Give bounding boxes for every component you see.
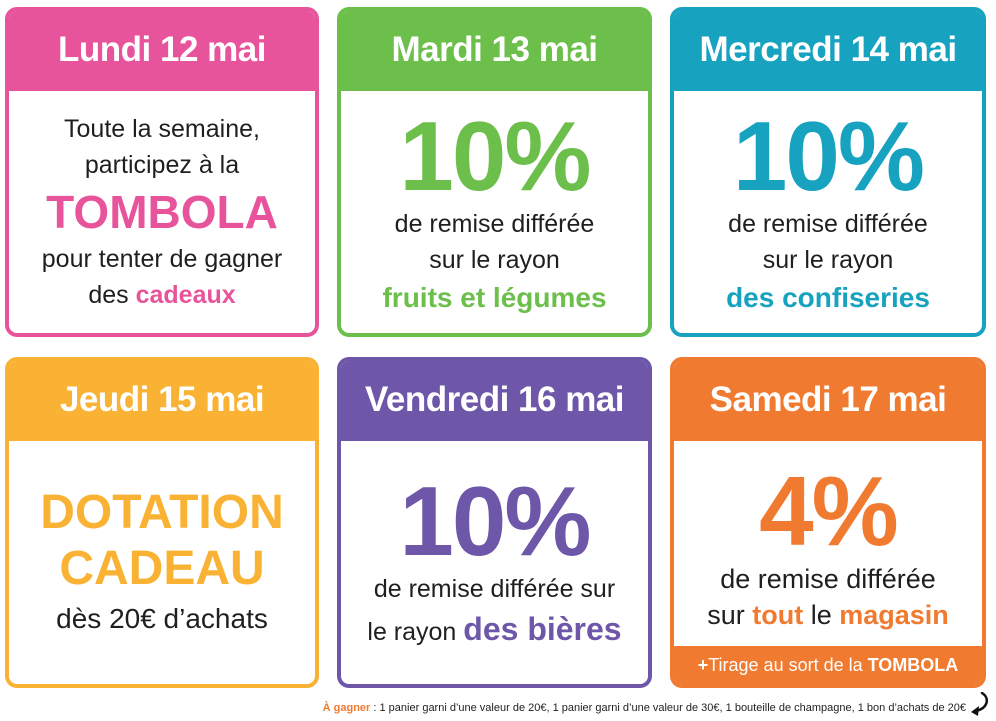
- plus-icon: +: [697, 655, 709, 675]
- discount-percent: 10%: [732, 101, 925, 211]
- text-line: de remise différée: [728, 210, 928, 238]
- department-accent: des bières: [463, 611, 622, 647]
- footnote-text: : 1 panier garni d’une valeur de 20€, 1 …: [370, 702, 966, 714]
- text-line: le rayon des bières: [367, 607, 621, 654]
- text-line: de remise différée: [720, 563, 936, 594]
- text-line: sur le rayon: [762, 246, 894, 274]
- card-header: Samedi 17 mai: [674, 361, 982, 441]
- text-mid: le: [803, 599, 840, 630]
- discount-percent: 4%: [759, 455, 899, 566]
- cadeaux-accent: cadeaux: [135, 281, 236, 309]
- text-line: Toute la semaine,: [64, 115, 260, 143]
- text-line: sur le rayon: [429, 246, 560, 274]
- card-jeudi: Jeudi 15 mai DOTATION CADEAU dès 20€ d’a…: [5, 357, 319, 688]
- card-header: Jeudi 15 mai: [9, 361, 315, 441]
- card-body: 10% de remise différée sur le rayon des …: [341, 441, 648, 684]
- text-prefix: des: [88, 281, 136, 309]
- tout-accent: tout: [752, 599, 804, 630]
- tombola-highlight: TOMBOLA: [46, 186, 278, 238]
- department-accent: des confiseries: [726, 282, 930, 313]
- text-line: participez à la: [84, 151, 240, 179]
- footer-bold: TOMBOLA: [867, 655, 959, 675]
- text-line: pour tenter de gagner: [41, 245, 283, 273]
- text-line: des cadeaux: [88, 277, 235, 313]
- card-body: 4% de remise différée sur tout le magasi…: [674, 441, 982, 646]
- text-line: de remise différée sur: [373, 575, 616, 603]
- magasin-accent: magasin: [839, 599, 949, 630]
- card-header: Lundi 12 mai: [9, 11, 315, 91]
- department-accent: fruits et légumes: [382, 282, 607, 313]
- card-mardi: Mardi 13 mai 10% de remise différée sur …: [337, 7, 652, 337]
- card-body: 10% de remise différée sur le rayon des …: [674, 91, 982, 333]
- card-body: 10% de remise différée sur le rayon frui…: [341, 91, 648, 333]
- footer-text: Tirage au sort de la: [708, 655, 868, 675]
- card-body: DOTATION CADEAU dès 20€ d’achats: [9, 441, 315, 684]
- card-body: Toute la semaine, participez à la TOMBOL…: [9, 91, 315, 333]
- card-vendredi: Vendredi 16 mai 10% de remise différée s…: [337, 357, 652, 688]
- text-prefix: sur: [707, 599, 753, 630]
- card-header: Mardi 13 mai: [341, 11, 648, 91]
- text-prefix: le rayon: [367, 618, 464, 646]
- discount-percent: 10%: [399, 101, 591, 211]
- tombola-footer: +Tirage au sort de la TOMBOLA: [674, 646, 982, 684]
- text-line: dès 20€ d’achats: [56, 602, 268, 634]
- cadeau-highlight: CADEAU: [59, 541, 265, 595]
- card-header: Vendredi 16 mai: [341, 361, 648, 441]
- text-line: de remise différée: [394, 210, 595, 238]
- card-samedi: Samedi 17 mai 4% de remise différée sur …: [670, 357, 986, 688]
- card-header: Mercredi 14 mai: [674, 11, 982, 91]
- dotation-highlight: DOTATION: [40, 485, 284, 539]
- curved-arrow-icon: [971, 692, 989, 716]
- card-mercredi: Mercredi 14 mai 10% de remise différée s…: [670, 7, 986, 337]
- discount-percent: 10%: [399, 466, 591, 576]
- footnote-lead: À gagner: [322, 702, 371, 714]
- prizes-footnote: À gagner : 1 panier garni d’une valeur d…: [323, 702, 966, 714]
- text-line: sur tout le magasin: [707, 597, 949, 633]
- card-lundi: Lundi 12 mai Toute la semaine, participe…: [5, 7, 319, 337]
